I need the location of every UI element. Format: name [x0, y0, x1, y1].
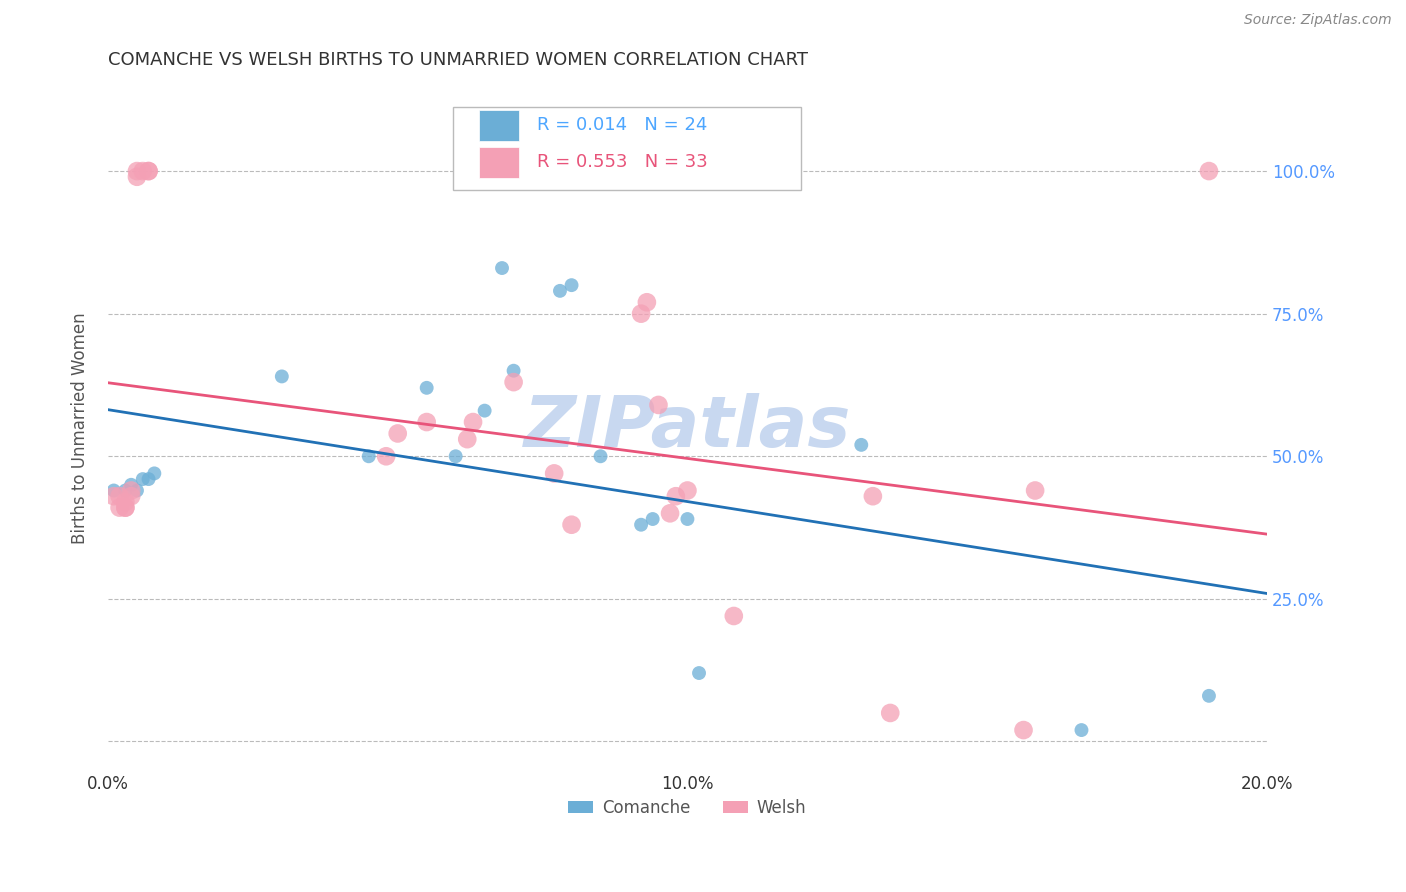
FancyBboxPatch shape: [479, 110, 519, 141]
Point: [456, 432, 478, 446]
Point: [665, 489, 688, 503]
Point: [862, 489, 884, 503]
Point: [114, 500, 136, 515]
FancyBboxPatch shape: [453, 107, 801, 190]
Point: [143, 467, 166, 481]
Point: [132, 164, 155, 178]
Text: ZIPatlas: ZIPatlas: [524, 393, 851, 462]
Point: [387, 426, 409, 441]
Point: [723, 609, 745, 624]
Point: [114, 495, 136, 509]
Point: [120, 489, 142, 503]
Point: [589, 450, 612, 464]
Point: [630, 307, 652, 321]
Point: [630, 517, 652, 532]
Point: [138, 164, 160, 178]
Point: [561, 517, 583, 532]
Point: [103, 489, 125, 503]
Point: [1012, 723, 1035, 737]
Point: [548, 284, 571, 298]
Point: [108, 500, 131, 515]
Point: [415, 381, 437, 395]
Text: R = 0.553   N = 33: R = 0.553 N = 33: [537, 153, 707, 171]
Point: [502, 375, 524, 389]
Y-axis label: Births to Unmarried Women: Births to Unmarried Women: [72, 312, 89, 543]
Point: [688, 666, 710, 681]
Point: [676, 483, 699, 498]
Point: [502, 364, 524, 378]
Point: [543, 467, 565, 481]
Point: [1024, 483, 1046, 498]
Point: [636, 295, 658, 310]
Point: [138, 472, 160, 486]
Point: [879, 706, 901, 720]
Point: [357, 450, 380, 464]
Point: [125, 483, 148, 498]
Point: [120, 483, 142, 498]
Point: [375, 450, 398, 464]
Point: [114, 500, 136, 515]
Point: [1198, 164, 1220, 178]
Point: [461, 415, 484, 429]
Point: [641, 512, 664, 526]
Point: [444, 450, 467, 464]
Point: [851, 438, 873, 452]
Point: [676, 512, 699, 526]
Text: R = 0.014   N = 24: R = 0.014 N = 24: [537, 117, 707, 135]
Point: [114, 483, 136, 498]
FancyBboxPatch shape: [479, 147, 519, 178]
Point: [659, 506, 682, 520]
Point: [125, 164, 148, 178]
Point: [103, 483, 125, 498]
Point: [132, 472, 155, 486]
Point: [120, 477, 142, 491]
Text: Source: ZipAtlas.com: Source: ZipAtlas.com: [1244, 13, 1392, 28]
Point: [561, 278, 583, 293]
Point: [125, 169, 148, 184]
Point: [647, 398, 669, 412]
Point: [491, 260, 513, 275]
Legend: Comanche, Welsh: Comanche, Welsh: [562, 792, 813, 823]
Text: COMANCHE VS WELSH BIRTHS TO UNMARRIED WOMEN CORRELATION CHART: COMANCHE VS WELSH BIRTHS TO UNMARRIED WO…: [108, 51, 808, 69]
Point: [1070, 723, 1092, 737]
Point: [108, 489, 131, 503]
Point: [270, 369, 292, 384]
Point: [474, 403, 496, 417]
Point: [138, 164, 160, 178]
Point: [1198, 689, 1220, 703]
Point: [415, 415, 437, 429]
